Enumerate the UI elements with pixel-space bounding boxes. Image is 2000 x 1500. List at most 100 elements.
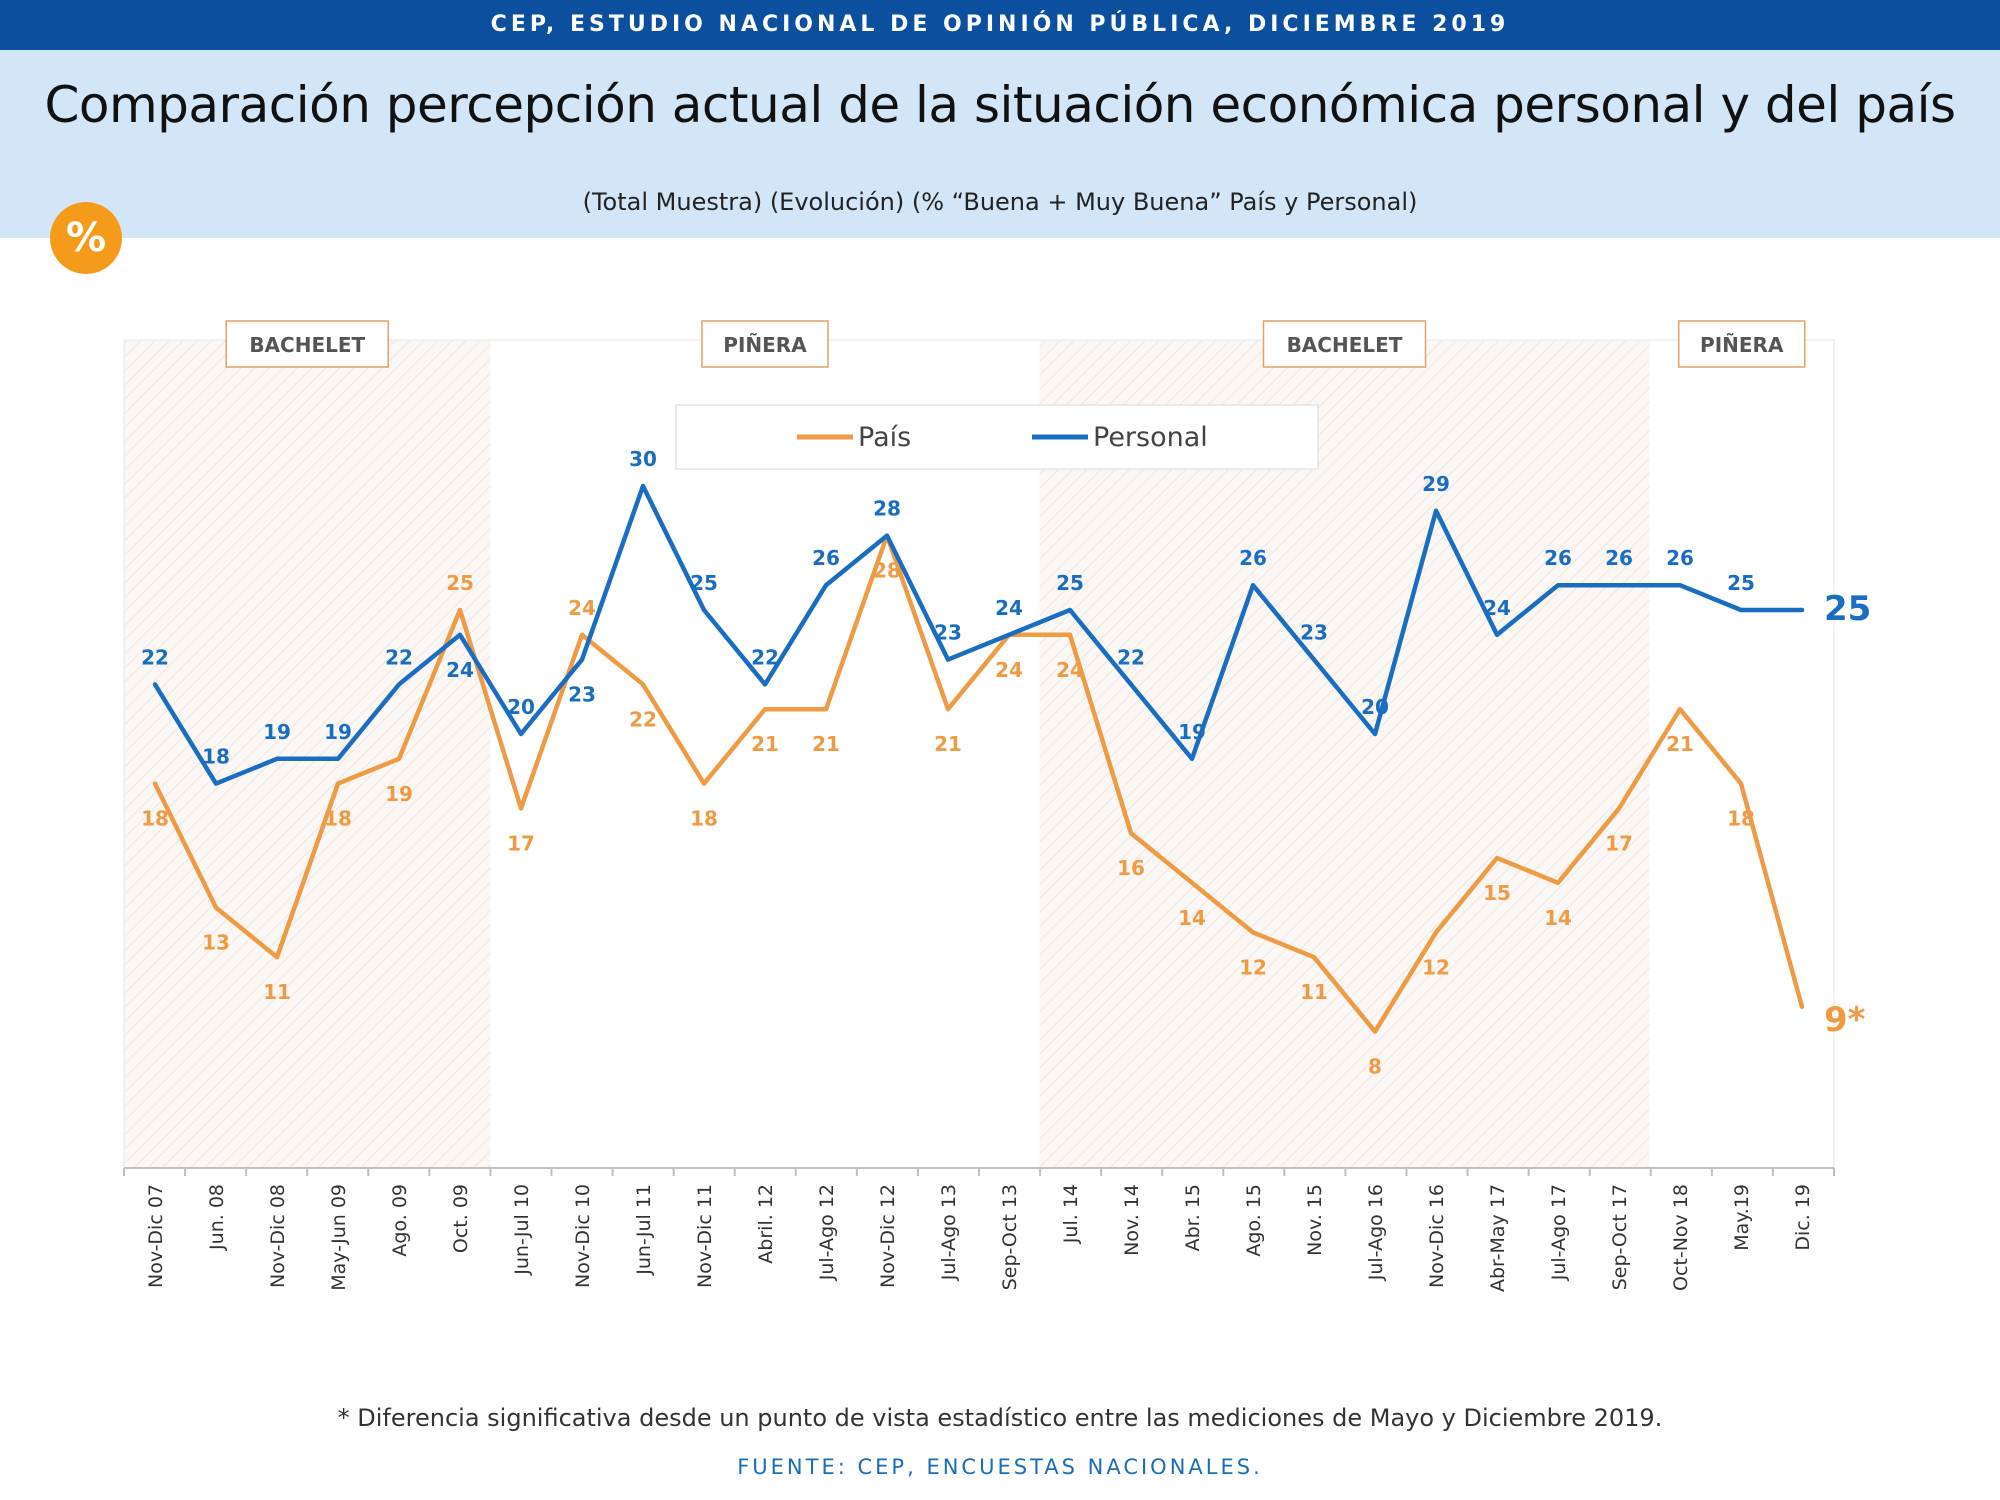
x-tick-label: Jun. 08 xyxy=(206,1184,228,1251)
x-tick-label: Nov-Dic 16 xyxy=(1426,1184,1448,1288)
data-label: 24 xyxy=(995,596,1023,620)
data-label: 18 xyxy=(141,807,169,831)
data-label: 21 xyxy=(1666,732,1694,756)
data-label: 18 xyxy=(690,807,718,831)
period-label-box xyxy=(701,320,829,368)
data-label: 16 xyxy=(1117,856,1145,880)
period-band xyxy=(124,340,491,1168)
period-label-box xyxy=(225,320,389,368)
period-label-box xyxy=(1262,320,1427,368)
data-label: 12 xyxy=(1239,955,1267,979)
x-tick-label: Nov-Dic 11 xyxy=(694,1184,716,1288)
data-label: 19 xyxy=(385,782,413,806)
x-tick-label: Nov-Dic 08 xyxy=(267,1184,289,1288)
x-tick-label: Ago. 09 xyxy=(389,1184,411,1257)
data-label: 18 xyxy=(202,745,230,769)
data-label: 29 xyxy=(1422,472,1450,496)
x-tick-label: Sep-Oct 13 xyxy=(999,1184,1021,1290)
data-label: 19 xyxy=(263,720,291,744)
data-label: 12 xyxy=(1422,955,1450,979)
data-label: 14 xyxy=(1178,906,1206,930)
x-tick-label: Oct. 09 xyxy=(450,1184,472,1253)
data-label: 24 xyxy=(995,658,1023,682)
chart-title: Comparación percepción actual de la situ… xyxy=(44,76,1956,134)
series-line-pais xyxy=(152,533,1805,1034)
data-label: 26 xyxy=(1605,546,1633,570)
source-note: FUENTE: CEP, ENCUESTAS NACIONALES. xyxy=(737,1455,1263,1479)
x-tick-label: Abr-May 17 xyxy=(1487,1184,1509,1292)
x-tick-label: May-Jun 09 xyxy=(328,1184,350,1291)
series-line-personal xyxy=(152,483,1805,786)
x-tick-label: Jul-Ago 16 xyxy=(1365,1184,1387,1281)
x-tick-label: Abril. 12 xyxy=(755,1184,777,1264)
end-value-label: 25 xyxy=(1824,589,1871,629)
x-tick-label: Ago. 15 xyxy=(1243,1184,1265,1257)
x-tick-label: Jul-Ago 17 xyxy=(1548,1184,1570,1281)
data-label: 22 xyxy=(629,707,657,731)
data-label: 13 xyxy=(202,931,230,955)
data-label: 23 xyxy=(934,621,962,645)
data-label: 28 xyxy=(873,559,901,583)
x-tick-label: Nov-Dic 12 xyxy=(877,1184,899,1288)
x-tick-label: Jul-Ago 13 xyxy=(938,1184,960,1281)
chart-subtitle: (Total Muestra) (Evolución) (% “Buena + … xyxy=(582,188,1418,216)
title-band xyxy=(0,50,2000,238)
data-label: 24 xyxy=(446,658,474,682)
x-tick-label: Jun-Jul 10 xyxy=(511,1184,533,1276)
x-tick-label: Dic. 19 xyxy=(1792,1184,1814,1251)
data-label: 28 xyxy=(873,497,901,521)
period-label-box xyxy=(1678,320,1806,368)
data-label: 18 xyxy=(1727,807,1755,831)
x-tick-label: May.19 xyxy=(1731,1184,1753,1251)
period-band xyxy=(1039,340,1650,1168)
data-label: 26 xyxy=(1239,546,1267,570)
data-label: 22 xyxy=(1117,645,1145,669)
data-label: 20 xyxy=(507,695,535,719)
x-tick-label: Jul. 14 xyxy=(1060,1184,1082,1244)
data-label: 11 xyxy=(1300,980,1328,1004)
data-label: 20 xyxy=(1361,695,1389,719)
data-label: 25 xyxy=(690,571,718,595)
footnote: * Diferencia significativa desde un punt… xyxy=(337,1404,1663,1432)
x-tick-label: Nov. 15 xyxy=(1304,1184,1326,1256)
data-label: 22 xyxy=(751,645,779,669)
x-tick-label: Jul-Ago 12 xyxy=(816,1184,838,1281)
period-label: PIÑERA xyxy=(1700,333,1784,357)
data-label: 15 xyxy=(1483,881,1511,905)
data-label: 21 xyxy=(934,732,962,756)
data-label: 22 xyxy=(385,645,413,669)
x-tick-label: Nov-Dic 07 xyxy=(145,1184,167,1288)
data-label: 19 xyxy=(324,720,352,744)
data-label: 24 xyxy=(1056,658,1084,682)
data-label: 25 xyxy=(446,571,474,595)
data-label: 21 xyxy=(812,732,840,756)
percent-badge-icon: % xyxy=(50,202,122,274)
data-label: 26 xyxy=(812,546,840,570)
data-label: 30 xyxy=(629,447,657,471)
period-label: BACHELET xyxy=(1287,333,1403,357)
x-axis: Nov-Dic 07 Jun. 08 Nov-Dic 08 May-Jun 09 Ago… xyxy=(123,1167,1835,1292)
data-label: 19 xyxy=(1178,720,1206,744)
data-label: 26 xyxy=(1666,546,1694,570)
x-tick-label: Oct-Nov 18 xyxy=(1670,1184,1692,1291)
legend-label: Personal xyxy=(1093,422,1208,453)
data-label: 22 xyxy=(141,645,169,669)
legend-label: País xyxy=(858,422,911,453)
data-label: 23 xyxy=(568,683,596,707)
data-label: 24 xyxy=(568,596,596,620)
data-label: 25 xyxy=(1056,571,1084,595)
data-label: 23 xyxy=(1300,621,1328,645)
period-label: BACHELET xyxy=(249,333,365,357)
x-tick-label: Nov. 14 xyxy=(1121,1184,1143,1256)
period-shading xyxy=(124,340,1650,1168)
x-tick-label: Nov-Dic 10 xyxy=(572,1184,594,1288)
x-tick-label: Abr. 15 xyxy=(1182,1184,1204,1251)
period-label: PIÑERA xyxy=(723,333,807,357)
data-label: 26 xyxy=(1544,546,1572,570)
end-value-label: 9* xyxy=(1824,1000,1866,1040)
report-banner: CEP, ESTUDIO NACIONAL DE OPINIÓN PÚBLICA… xyxy=(0,0,2000,50)
x-tick-label: Jun-Jul 11 xyxy=(633,1184,655,1276)
data-label: 17 xyxy=(507,831,535,855)
data-label: 25 xyxy=(1727,571,1755,595)
